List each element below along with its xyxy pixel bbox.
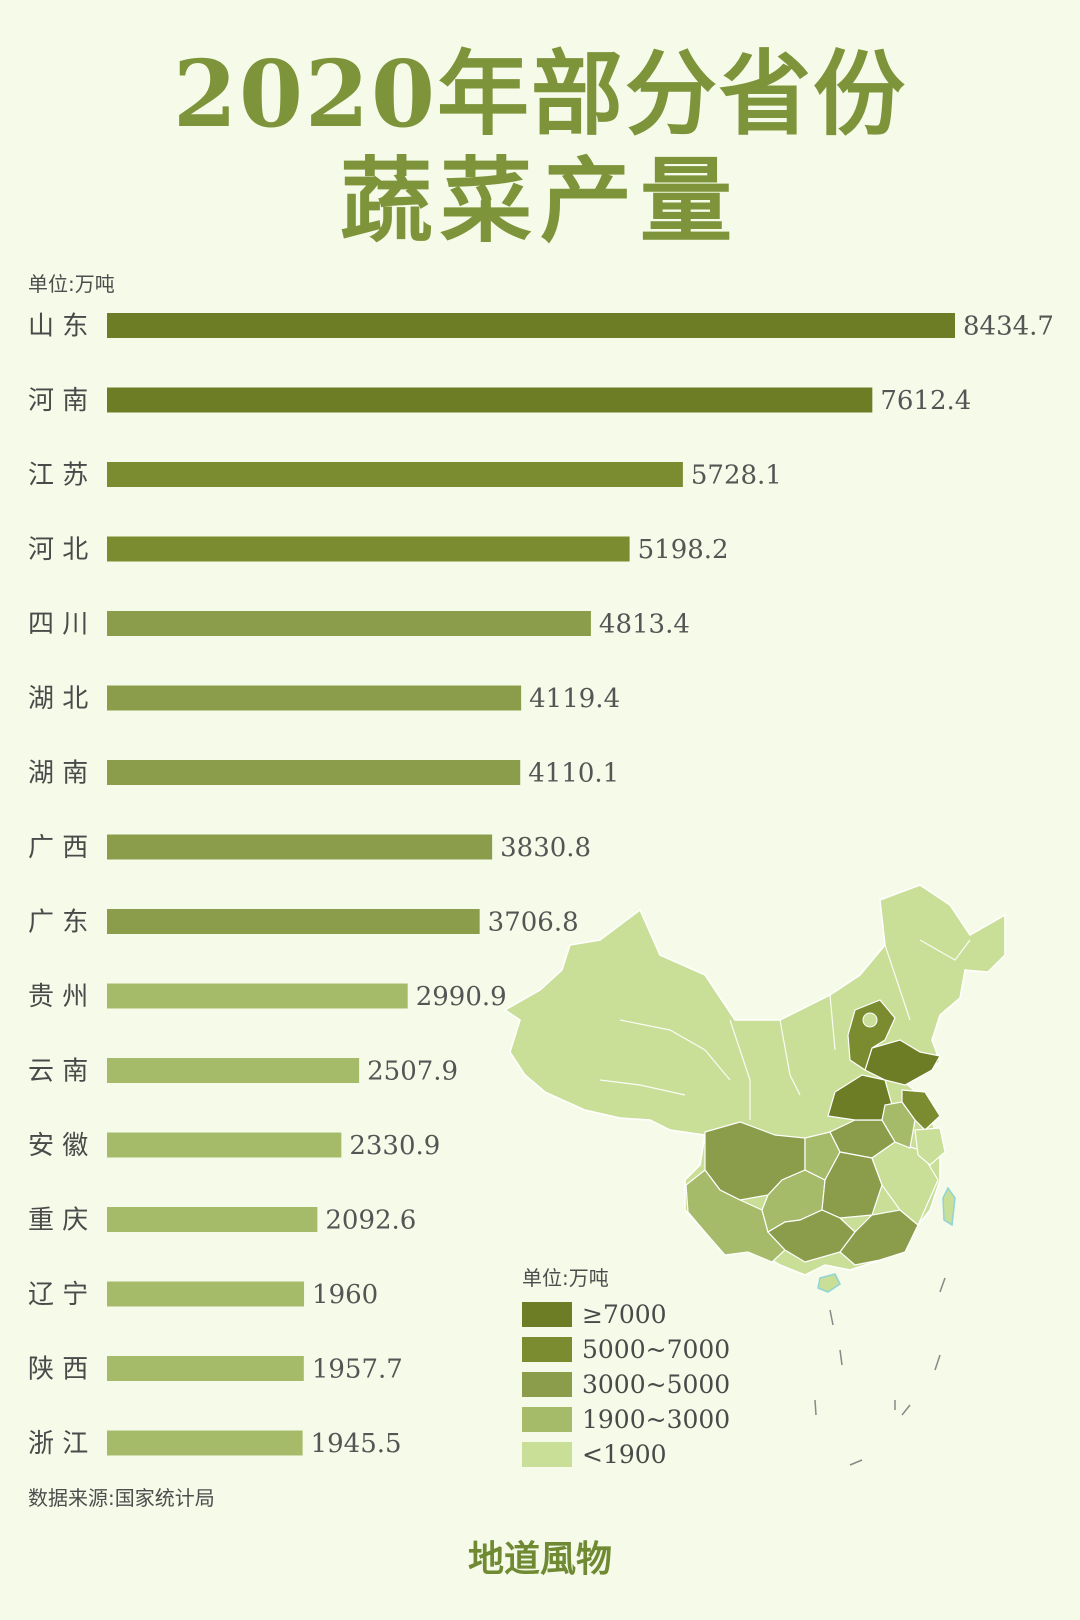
bar bbox=[107, 1058, 360, 1083]
unit-label: 单位:万吨 bbox=[28, 272, 115, 296]
bar bbox=[107, 909, 480, 934]
category-label: 广 东 bbox=[28, 908, 88, 938]
brand-logo-text: 地道風物 bbox=[467, 1538, 612, 1580]
category-label: 贵 州 bbox=[28, 982, 88, 1012]
value-label: 2092.6 bbox=[325, 1206, 416, 1236]
legend-item: ≥7000 bbox=[522, 1297, 730, 1332]
category-label: 四 川 bbox=[28, 610, 88, 640]
category-label: 山 东 bbox=[28, 312, 88, 342]
value-label: 2990.9 bbox=[416, 982, 507, 1012]
bar bbox=[107, 313, 955, 338]
legend-item: 5000~7000 bbox=[522, 1332, 730, 1367]
legend-swatch bbox=[522, 1372, 572, 1397]
value-label: 8434.7 bbox=[963, 312, 1054, 342]
value-label: 3706.8 bbox=[488, 908, 579, 938]
category-label: 云 南 bbox=[28, 1057, 88, 1087]
category-label: 陕 西 bbox=[28, 1355, 88, 1385]
category-label: 安 徽 bbox=[28, 1131, 88, 1161]
map-region-guangdong bbox=[839, 1209, 919, 1266]
legend-item: 1900~3000 bbox=[522, 1402, 730, 1437]
category-label: 辽 宁 bbox=[28, 1280, 88, 1310]
bar bbox=[107, 1132, 342, 1158]
value-label: 4119.4 bbox=[529, 684, 620, 714]
category-label: 湖 南 bbox=[28, 759, 88, 789]
category-label: 广 西 bbox=[28, 833, 88, 863]
value-label: 1945.5 bbox=[311, 1429, 402, 1459]
data-source: 数据来源:国家统计局 bbox=[28, 1486, 215, 1510]
bar bbox=[107, 1430, 303, 1456]
category-label: 河 南 bbox=[28, 386, 88, 416]
bar bbox=[107, 685, 522, 711]
value-label: 1960 bbox=[312, 1280, 378, 1310]
bar bbox=[107, 983, 408, 1009]
value-label: 5728.1 bbox=[691, 461, 782, 491]
value-label: 3830.8 bbox=[500, 833, 591, 863]
value-label: 5198.2 bbox=[638, 535, 729, 565]
bar bbox=[107, 1207, 318, 1232]
china-map-shape bbox=[503, 884, 1006, 1466]
value-label: 4813.4 bbox=[599, 610, 690, 640]
value-label: 2330.9 bbox=[349, 1131, 440, 1161]
category-label: 浙 江 bbox=[28, 1429, 88, 1459]
map-region-yunnan bbox=[685, 1169, 786, 1263]
bar bbox=[107, 760, 521, 785]
bar bbox=[107, 1356, 304, 1381]
map-legend-title: 单位:万吨 bbox=[522, 1266, 609, 1290]
legend-item: 3000~5000 bbox=[522, 1367, 730, 1402]
legend-swatch bbox=[522, 1442, 572, 1467]
category-label: 湖 北 bbox=[28, 684, 88, 714]
bar bbox=[107, 834, 493, 860]
legend-item: <1900 bbox=[522, 1437, 730, 1472]
map-legend: 单位:万吨 ≥7000 5000~7000 3000~5000 1900~300… bbox=[522, 1262, 730, 1472]
category-label: 江 苏 bbox=[28, 461, 88, 491]
map-region-hebei bbox=[847, 999, 896, 1071]
legend-label: <1900 bbox=[582, 1440, 667, 1469]
value-label: 7612.4 bbox=[880, 386, 971, 416]
map-internal-borders bbox=[599, 939, 971, 1120]
legend-label: 5000~7000 bbox=[582, 1335, 731, 1364]
bar bbox=[107, 387, 873, 413]
value-label: 2507.9 bbox=[367, 1057, 458, 1087]
chart-title-line1: 2020年部分省份 bbox=[172, 40, 908, 148]
map-region-beijing bbox=[862, 1012, 878, 1028]
legend-swatch bbox=[522, 1337, 572, 1362]
category-label: 重 庆 bbox=[28, 1206, 88, 1236]
map-south-sea-dashes bbox=[814, 1277, 946, 1466]
category-label: 河 北 bbox=[28, 535, 88, 565]
bar bbox=[107, 462, 683, 487]
legend-label: 1900~3000 bbox=[582, 1405, 731, 1434]
map-region-shandong bbox=[864, 1039, 941, 1086]
legend-swatch bbox=[522, 1407, 572, 1432]
china-map bbox=[500, 880, 1040, 1524]
value-label: 1957.7 bbox=[312, 1355, 403, 1385]
bar-chart: 山 东 8434.7 河 南 7612.4 江 苏 5728.1 河 北 5198.2 四 川 4… bbox=[28, 312, 1054, 1460]
chart-title-line2: 蔬菜产量 bbox=[339, 147, 740, 255]
map-region-taiwan bbox=[942, 1186, 956, 1227]
legend-label: ≥7000 bbox=[582, 1300, 667, 1329]
legend-label: 3000~5000 bbox=[582, 1370, 731, 1399]
bar bbox=[107, 611, 591, 636]
map-region-zhejiang bbox=[914, 1127, 946, 1166]
legend-swatch bbox=[522, 1302, 572, 1327]
value-label: 4110.1 bbox=[528, 759, 619, 789]
bar bbox=[107, 1281, 305, 1307]
bar bbox=[107, 536, 630, 562]
map-region-hainan bbox=[817, 1273, 841, 1293]
